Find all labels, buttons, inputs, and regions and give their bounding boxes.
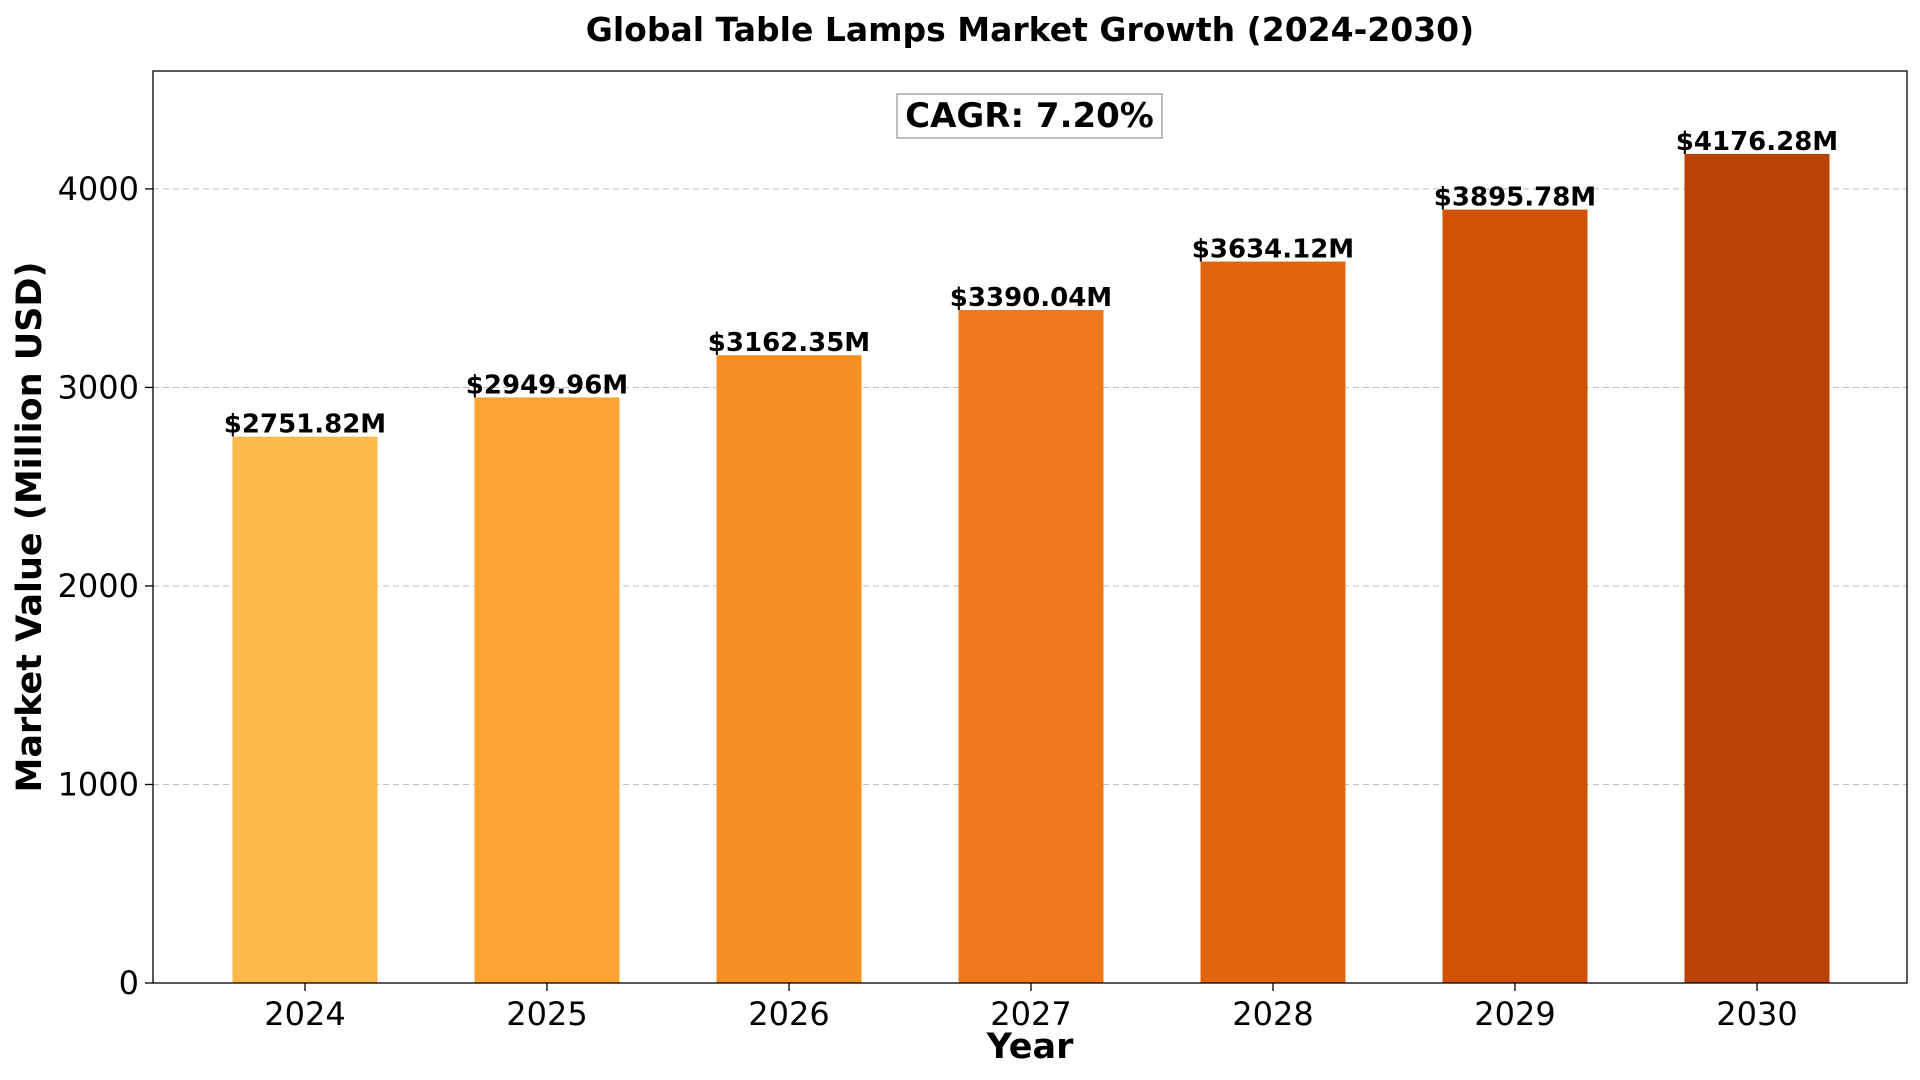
bar [958, 310, 1104, 984]
y-axis-ticks: 0 1000 2000 3000 4000 [58, 170, 153, 1002]
y-tick-label: 0 [119, 964, 139, 1002]
x-tick-label: 2027 [990, 995, 1071, 1033]
x-axis-label: Year [986, 1027, 1074, 1067]
bar-value-label: $2751.82M [224, 410, 386, 440]
bar-value-label: $4176.28M [1676, 127, 1838, 157]
y-tick-label: 2000 [58, 567, 139, 605]
bars [232, 153, 1830, 984]
bar [1200, 261, 1346, 984]
x-tick-label: 2030 [1716, 995, 1797, 1033]
bar [1684, 153, 1830, 984]
bar [1442, 209, 1588, 984]
x-tick-label: 2024 [264, 995, 345, 1033]
bar [474, 397, 620, 983]
cagr-box-frame [896, 93, 1163, 139]
x-tick-label: 2025 [506, 995, 587, 1033]
bar [716, 355, 862, 983]
cagr-text: CAGR: 7.20% [905, 96, 1154, 136]
bar-value-label: $2949.96M [466, 370, 628, 400]
x-tick-label: 2028 [1232, 995, 1313, 1033]
bar [232, 436, 378, 983]
x-tick-label: 2029 [1474, 995, 1555, 1033]
grid-lines [153, 188, 1907, 785]
y-axis-label: Market Value (Million USD) [10, 262, 50, 793]
bar-value-label: $3634.12M [1192, 235, 1354, 265]
data-labels: $2751.82M $2949.96M $3162.35M $3390.04M $363… [224, 127, 1838, 440]
plot-frame [152, 70, 1908, 984]
cagr-annotation: CAGR: 7.20% [896, 93, 1163, 139]
x-axis-ticks: 2024 2025 2026 2027 2028 2029 2030 [264, 983, 1798, 1033]
bar-value-label: $3895.78M [1434, 183, 1596, 213]
y-tick-label: 3000 [58, 368, 139, 406]
y-tick-label: 1000 [58, 765, 139, 803]
x-tick-label: 2026 [748, 995, 829, 1033]
y-tick-label: 4000 [58, 170, 139, 208]
chart-title: Global Table Lamps Market Growth (2024-2… [586, 10, 1474, 49]
bar-value-label: $3162.35M [708, 328, 870, 358]
bar-value-label: $3390.04M [950, 283, 1112, 313]
